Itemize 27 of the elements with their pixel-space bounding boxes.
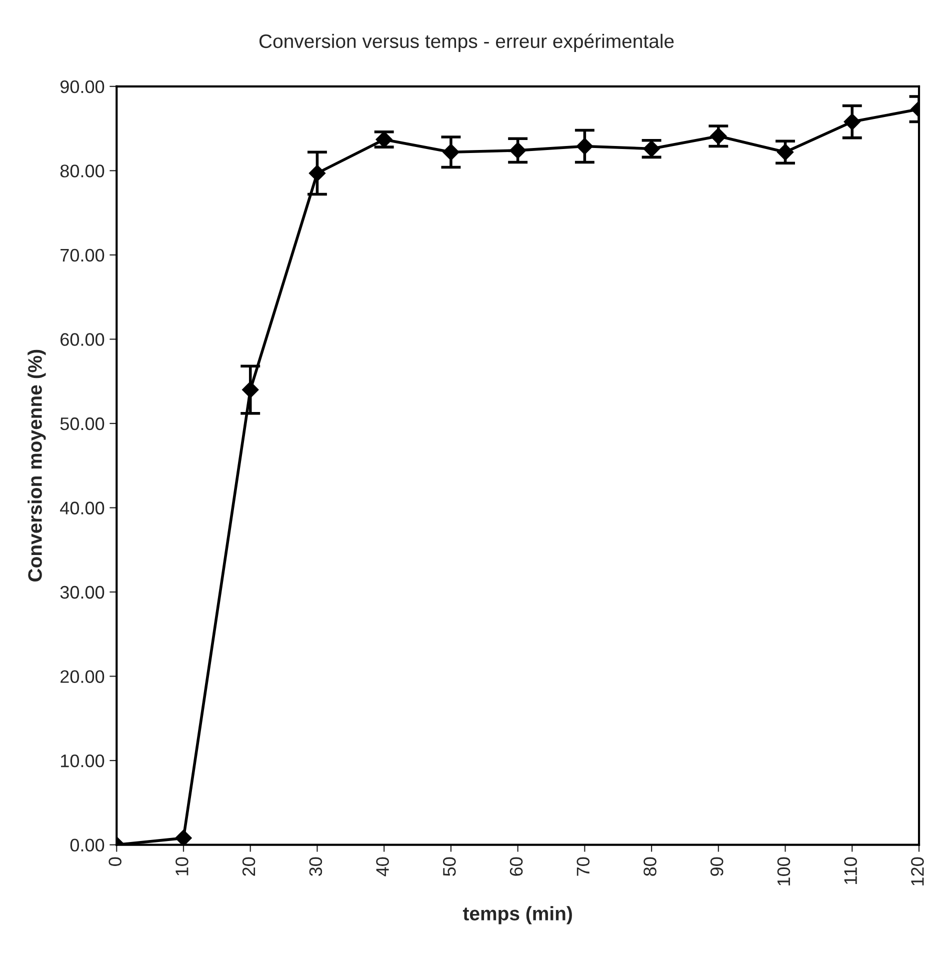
x-tick-label: 80 [644, 857, 656, 876]
x-tick-label: 10 [176, 857, 188, 876]
y-tick-label: 50.00 [60, 417, 104, 430]
x-tick-label: 110 [844, 857, 857, 884]
x-tick-label: 70 [576, 857, 590, 876]
point [175, 830, 192, 845]
x-tick-label: 20 [242, 857, 256, 876]
y-tick-label: 10.00 [61, 754, 104, 768]
x-tick-label: 60 [510, 857, 523, 876]
x-tick-label: 0 [108, 857, 122, 866]
x-tick-label: 40 [376, 857, 389, 876]
x-tick-label: 30 [309, 857, 322, 876]
x-tick-label: 90 [710, 857, 724, 876]
y-tick-label: 90.00 [60, 80, 104, 94]
y-tick-label: 70.00 [60, 248, 104, 262]
x-tick-label: 50 [443, 857, 456, 876]
y-tick-label: 30.00 [60, 586, 104, 599]
x-tick-label: 100 [777, 857, 790, 886]
chart-title: Conversion versus temps - erreur expérimentale [259, 34, 674, 52]
x-axis-title: temps (min) [462, 906, 572, 924]
y-tick-label: 80.00 [60, 164, 104, 178]
y-tick-label: 40.00 [60, 502, 104, 514]
y-tick-label: 20.00 [60, 670, 104, 683]
x-tick-label: 120 [911, 857, 924, 886]
y-tick-label: 0.00 [70, 838, 104, 852]
y-tick-label: 60.00 [60, 333, 104, 346]
y-axis-title: Conversion moyenne (%) [28, 350, 46, 582]
